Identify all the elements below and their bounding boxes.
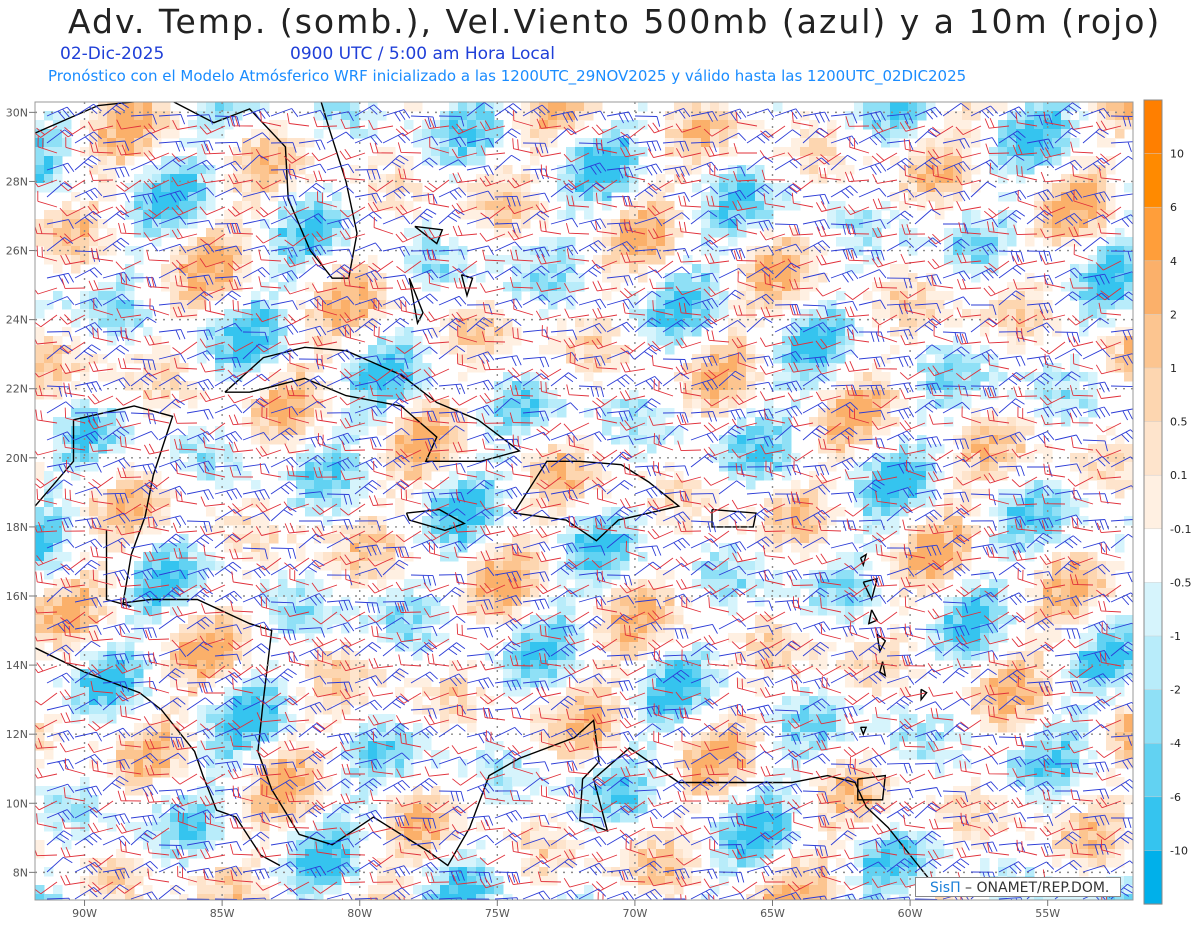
coastlines (35, 102, 939, 891)
colorbar-segment (1143, 260, 1163, 316)
lon-tick-label: 60W (898, 907, 923, 920)
credit-box: SisΠ – ONAMET/REP.DOM. (915, 877, 1121, 897)
model-run-info: Pronóstico con el Modelo Atmósferico WRF… (48, 67, 967, 85)
lat-tick-label: 16N (6, 590, 28, 603)
colorbar-segment (1143, 635, 1163, 691)
colorbar-segment (1143, 850, 1163, 905)
lat-tick-label: 12N (6, 728, 28, 741)
lat-tick-label: 20N (6, 452, 28, 465)
colorbar-label: 1 (1170, 362, 1177, 375)
colorbar-label: 4 (1170, 255, 1177, 268)
lat-tick-label: 18N (6, 521, 28, 534)
colorbar-segment (1143, 796, 1163, 852)
colorbar-segment (1143, 689, 1163, 744)
colorbar-segment (1143, 742, 1163, 798)
lat-tick-label: 26N (6, 245, 28, 258)
lat-tick-label: 14N (6, 659, 28, 672)
colorbar-segment (1143, 153, 1163, 208)
colorbar-segment (1143, 528, 1163, 584)
colorbar-label: 6 (1170, 201, 1177, 214)
plot-frame (34, 101, 1134, 901)
latitude-axis: 30N 28N 26N 24N 22N 20N 18N 16N 14N 12N 10N 8N (6, 106, 35, 879)
colorbar-label: -4 (1170, 737, 1181, 750)
lon-tick-label: 70W (622, 907, 647, 920)
colorbar-segment (1143, 582, 1163, 637)
colorbar-label: 10 (1170, 148, 1184, 161)
lon-tick-label: 65W (760, 907, 785, 920)
colorbar-label: -10 (1170, 844, 1188, 857)
colorbar-label: 0.5 (1170, 416, 1188, 429)
forecast-date: 02-Dic-2025 (60, 44, 165, 64)
colorbar-label: -0.5 (1170, 576, 1191, 589)
colorbar-label: -1 (1170, 630, 1181, 643)
map-title: Adv. Temp. (somb.), Vel.Viento 500mb (az… (68, 2, 1162, 41)
brand-logo: SisΠ (930, 880, 961, 896)
colorbar-segment (1143, 367, 1163, 423)
lon-tick-label: 55W (1035, 907, 1060, 920)
colorbar-label: 2 (1170, 308, 1177, 321)
colorbar-segment (1143, 474, 1163, 530)
colorbar-label: -6 (1170, 791, 1181, 804)
lat-tick-label: 8N (13, 866, 28, 879)
lon-tick-label: 90W (72, 907, 97, 920)
wind-barbs (35, 102, 1133, 900)
colorbar-segment (1143, 421, 1163, 476)
colorbar-label: -0.1 (1170, 523, 1191, 536)
lat-tick-label: 28N (6, 175, 28, 188)
colorbar-segment (1143, 206, 1163, 262)
lon-tick-label: 85W (210, 907, 235, 920)
longitude-axis: 90W 85W 80W 75W 70W 65W 60W 55W (72, 900, 1060, 920)
colorbar-label: 0.1 (1170, 469, 1188, 482)
colorbar-legend: 10 6 4 2 1 0.5 0.1 -0.1 -0.5 -1 -2 -4 -6 -10 (1143, 99, 1191, 905)
forecast-time: 0900 UTC / 5:00 am Hora Local (290, 44, 555, 64)
lat-tick-label: 10N (6, 797, 28, 810)
lat-tick-label: 22N (6, 383, 28, 396)
lon-tick-label: 80W (347, 907, 372, 920)
colorbar-label: -2 (1170, 684, 1181, 697)
colorbar-segment (1143, 314, 1163, 369)
lat-tick-label: 30N (6, 106, 28, 119)
credit-text: – ONAMET/REP.DOM. (960, 880, 1110, 896)
lat-tick-label: 24N (6, 314, 28, 327)
lon-tick-label: 75W (485, 907, 510, 920)
colorbar-segment (1143, 99, 1163, 155)
